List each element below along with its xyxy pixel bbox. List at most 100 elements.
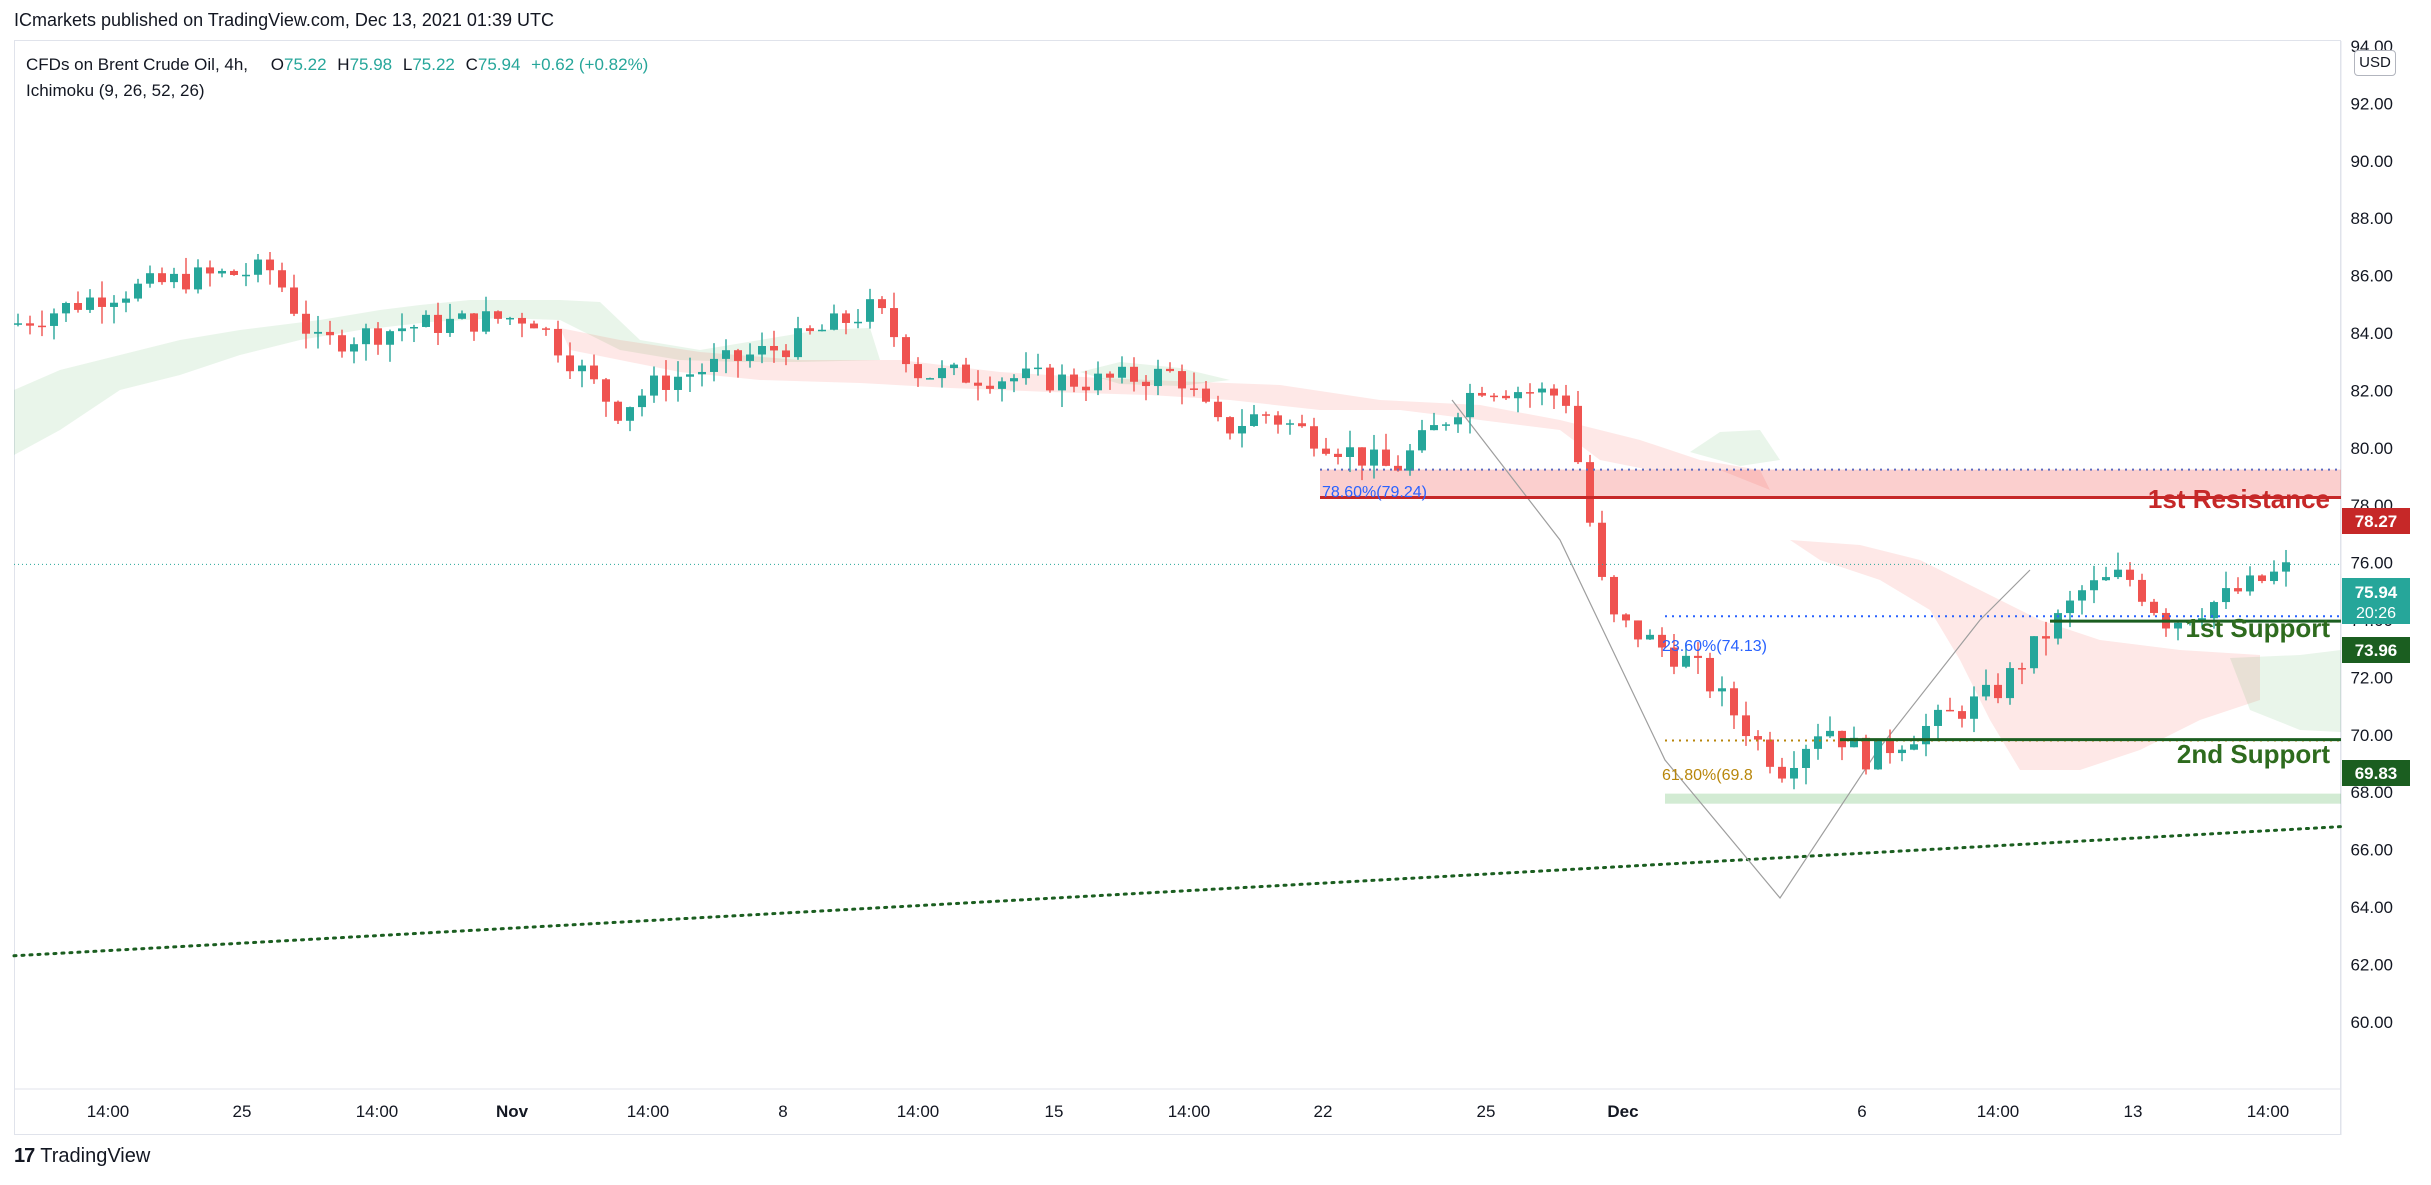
fib-swing-lines — [1451, 399, 2031, 900]
indicator-label[interactable]: Ichimoku (9, 26, 52, 26) — [26, 81, 205, 100]
currency-button[interactable]: USD — [2354, 50, 2396, 76]
candle-body — [1070, 374, 1078, 387]
price-tick-label: 80.00 — [2350, 439, 2393, 458]
candle-body — [1334, 453, 1342, 457]
candle-body — [1310, 426, 1318, 449]
candle-body — [518, 317, 526, 324]
candle-body — [2258, 575, 2266, 582]
candle-body — [1370, 449, 1378, 466]
candle-body — [1574, 405, 1582, 463]
candle-body — [410, 326, 418, 329]
current-price: 75.94 — [2355, 583, 2398, 602]
candle-body — [1670, 647, 1678, 667]
time-axis[interactable]: 14:00 25 14:00 Nov 14:00 8 14:00 15 14:00 22 25 Dec… — [87, 1102, 2290, 1121]
candle-body — [1826, 730, 1834, 737]
candle-body — [1274, 415, 1282, 425]
candle-body — [266, 259, 274, 271]
candle-body — [2030, 636, 2038, 669]
candle-body — [1454, 417, 1462, 425]
candle-body — [242, 274, 250, 277]
cloud-bullish-3 — [1690, 430, 1780, 466]
candle-body — [1406, 450, 1414, 471]
candle-body — [2174, 622, 2182, 629]
candle-body — [1634, 620, 1642, 640]
candle-body — [1814, 736, 1822, 749]
candle-body — [338, 335, 346, 352]
candle-body — [974, 382, 982, 386]
price-tick-label: 84.00 — [2350, 324, 2393, 343]
candle-body — [386, 331, 394, 345]
price-tick-label: 76.00 — [2350, 554, 2393, 573]
candle-body — [1046, 367, 1054, 391]
price-tick-label: 82.00 — [2350, 381, 2393, 400]
candle-body — [182, 273, 190, 290]
cloud-bearish-1 — [560, 328, 1770, 490]
candle-body — [1754, 736, 1762, 740]
resistance-1-tag — [2342, 508, 2410, 534]
candle-body — [362, 328, 370, 345]
candle-body — [1502, 395, 1510, 399]
candle-body — [626, 407, 634, 421]
candle-body — [494, 311, 502, 319]
candle-body — [1742, 715, 1750, 737]
candle-body — [770, 345, 778, 351]
price-axis[interactable]: 94.0092.0090.0088.0086.0084.0082.0080.00… — [2350, 37, 2393, 1032]
candle-body — [998, 381, 1006, 389]
price-tick-label: 60.00 — [2350, 1013, 2393, 1032]
support-1-price: 73.96 — [2355, 641, 2398, 660]
candle-body — [1478, 392, 1486, 396]
candle-body — [782, 350, 790, 358]
candle-body — [614, 401, 622, 421]
candle-body — [98, 297, 106, 307]
candle-body — [1418, 430, 1426, 451]
level-zones — [1320, 469, 2341, 804]
price-tick-label: 62.00 — [2350, 955, 2393, 974]
candle-body — [1862, 737, 1870, 770]
candle-body — [254, 259, 262, 275]
candle-body — [1514, 392, 1522, 399]
candle-body — [230, 270, 238, 275]
candle-body — [1346, 447, 1354, 457]
time-tick-label: 14:00 — [1977, 1102, 2020, 1121]
fib-786-label: 78.60%(79.24) — [1322, 484, 1427, 501]
candle-body — [2102, 577, 2110, 581]
candle-body — [986, 385, 994, 389]
candle-body — [1058, 374, 1066, 391]
candle-body — [2126, 569, 2134, 580]
candle-body — [170, 273, 178, 283]
candle-body — [1802, 748, 1810, 768]
symbol-title: CFDs on Brent Crude Oil, 4h, — [26, 55, 249, 74]
candle-body — [878, 299, 886, 309]
candle-body — [434, 314, 442, 333]
candle-body — [734, 350, 742, 361]
candle-body — [902, 337, 910, 365]
candle-body — [74, 303, 82, 310]
price-tick-label: 90.00 — [2350, 152, 2393, 171]
candle-body — [914, 364, 922, 379]
candle-body — [1958, 711, 1966, 719]
candle-body — [1658, 634, 1666, 648]
current-price-tag — [2342, 578, 2410, 624]
candle-body — [1934, 709, 1942, 726]
candle-body — [1190, 388, 1198, 390]
candle-body — [506, 317, 514, 320]
candle-body — [818, 329, 826, 332]
level-lines — [14, 468, 2341, 742]
candle-body — [1550, 388, 1558, 396]
candle-body — [578, 365, 586, 372]
candle-body — [2054, 613, 2062, 639]
time-tick-label: 25 — [233, 1102, 252, 1121]
candle-body — [1382, 449, 1390, 466]
candle-body — [602, 379, 610, 402]
candle-body — [842, 313, 850, 323]
price-tick-label: 70.00 — [2350, 726, 2393, 745]
candle-body — [1394, 465, 1402, 471]
candle-body — [1286, 423, 1294, 425]
time-tick-label: 25 — [1477, 1102, 1496, 1121]
candle-body — [2210, 602, 2218, 619]
candle-body — [62, 303, 70, 314]
candle-body — [1538, 388, 1546, 393]
candle-body — [530, 323, 538, 329]
candle-body — [1706, 657, 1714, 692]
